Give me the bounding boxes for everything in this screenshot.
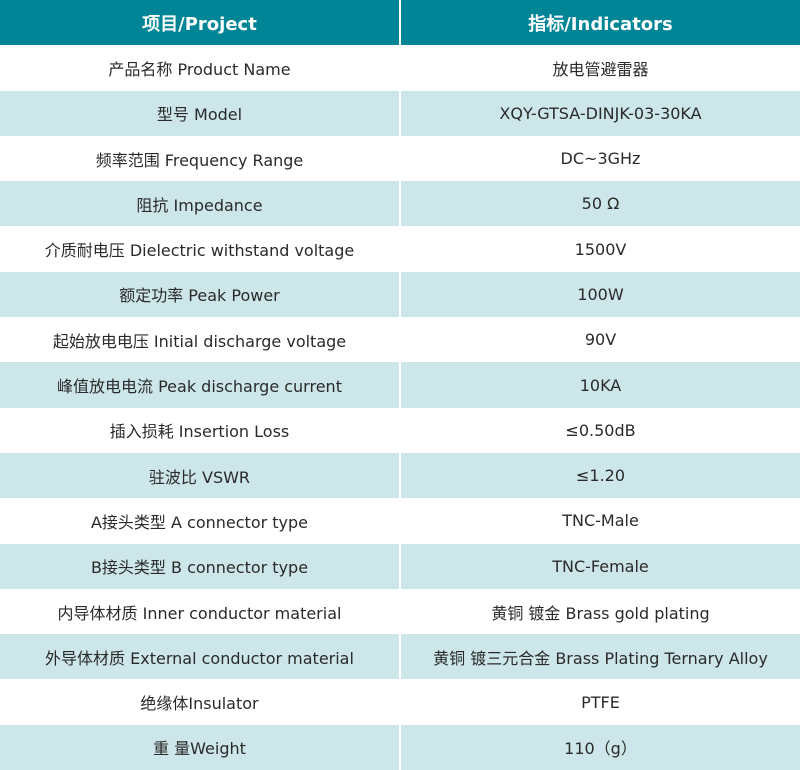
table-row: 绝缘体Insulator PTFE xyxy=(0,679,800,725)
table-row: 峰值放电电流 Peak discharge current 10KA xyxy=(0,362,800,408)
project-cell: 重 量Weight xyxy=(0,724,401,770)
indicator-cell: TNC-Female xyxy=(400,543,800,589)
table-row: 重 量Weight 110（g） xyxy=(0,724,800,770)
indicator-cell: DC~3GHz xyxy=(560,149,641,169)
project-cell: 驻波比 VSWR xyxy=(0,452,401,499)
project-cell: 频率范围 Frequency Range xyxy=(0,135,401,182)
indicator-cell: 100W xyxy=(400,271,800,318)
indicator-cell: ≤1.20 xyxy=(400,452,800,499)
indicator-cell: 10KA xyxy=(400,362,800,408)
indicator-cell: 1500V xyxy=(574,239,627,259)
table-row: 阻抗 Impedance 50 Ω xyxy=(0,181,800,227)
indicator-cell: PTFE xyxy=(581,692,620,712)
table-row: 插入损耗 Insertion Loss ≤0.50dB xyxy=(0,407,800,453)
table-row: 介质耐电压 Dielectric withstand voltage 1500V xyxy=(0,226,800,272)
indicator-cell: 50 Ω xyxy=(400,181,800,227)
project-cell: 内导体材质 Inner conductor material xyxy=(0,588,401,635)
table-row: 产品名称 Product Name 放电管避雷器 xyxy=(0,45,800,91)
indicator-cell: 110（g） xyxy=(400,724,800,770)
project-cell: 插入损耗 Insertion Loss xyxy=(0,407,401,453)
project-cell: 峰值放电电流 Peak discharge current xyxy=(0,362,401,408)
indicator-cell: 放电管避雷器 xyxy=(552,59,649,79)
table-row: 频率范围 Frequency Range DC~3GHz xyxy=(0,135,800,182)
table-header: 项目/Project 指标/Indicators xyxy=(0,0,800,46)
table-body: 产品名称 Product Name 放电管避雷器型号 Model XQY-GTSA-… xyxy=(0,45,800,770)
table-row: 驻波比 VSWR ≤1.20 xyxy=(0,452,800,499)
project-cell: 外导体材质 External conductor material xyxy=(0,634,401,680)
project-cell: A接头类型 A connector type xyxy=(0,498,401,544)
table-row: 起始放电电压 Initial discharge voltage 90V xyxy=(0,317,800,363)
header-indicators: 指标/Indicators xyxy=(400,0,800,46)
project-cell: 介质耐电压 Dielectric withstand voltage xyxy=(0,226,401,272)
indicator-cell: 90V xyxy=(584,330,617,350)
indicator-cell: XQY-GTSA-DINJK-03-30KA xyxy=(400,90,800,136)
indicator-cell: TNC-Male xyxy=(562,511,639,531)
indicator-cell: 黄铜 镀金 Brass gold plating xyxy=(491,603,710,623)
indicator-cell: ≤0.50dB xyxy=(565,420,636,440)
project-cell: 绝缘体Insulator xyxy=(0,679,401,725)
table-row: 型号 Model XQY-GTSA-DINJK-03-30KA xyxy=(0,90,800,136)
project-cell: B接头类型 B connector type xyxy=(0,543,401,589)
project-cell: 阻抗 Impedance xyxy=(0,181,401,227)
project-cell: 型号 Model xyxy=(0,90,401,136)
indicator-cell: 黄铜 镀三元合金 Brass Plating Ternary Alloy xyxy=(400,634,800,680)
table-row: 外导体材质 External conductor material 黄铜 镀三元合… xyxy=(0,634,800,680)
table-row: 额定功率 Peak Power 100W xyxy=(0,271,800,318)
table-row: A接头类型 A connector type TNC-Male xyxy=(0,498,800,544)
project-cell: 额定功率 Peak Power xyxy=(0,271,401,318)
table-row: B接头类型 B connector type TNC-Female xyxy=(0,543,800,589)
project-cell: 产品名称 Product Name xyxy=(0,45,401,91)
project-cell: 起始放电电压 Initial discharge voltage xyxy=(0,317,401,363)
header-project: 项目/Project xyxy=(0,0,401,46)
table-row: 内导体材质 Inner conductor material 黄铜 镀金 Bras… xyxy=(0,588,800,635)
